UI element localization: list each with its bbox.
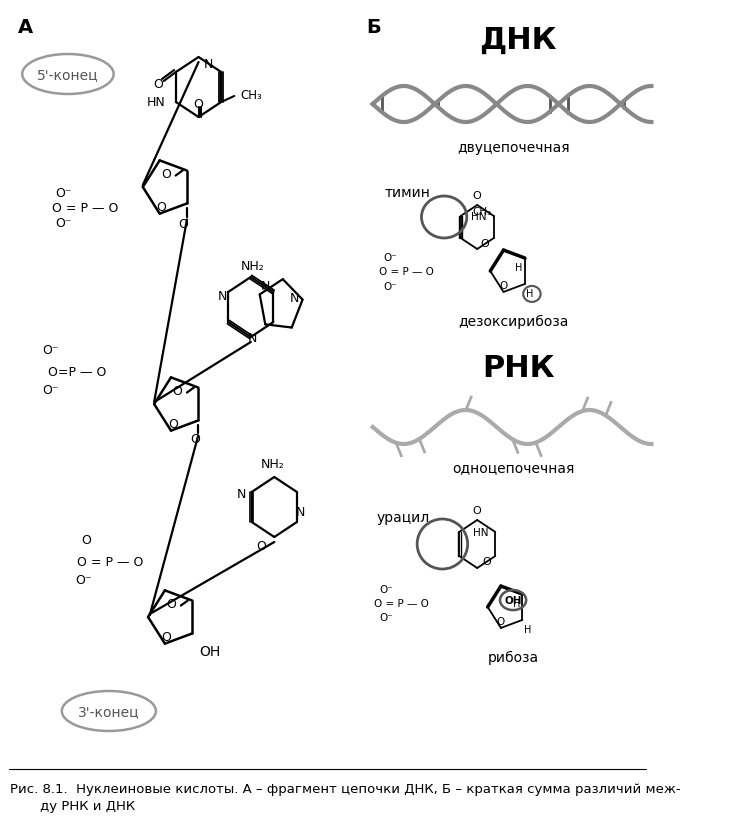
Text: 5'-конец: 5'-конец (37, 68, 99, 82)
Text: Рис. 8.1.  Нуклеиновые кислоты. А – фрагмент цепочки ДНК, Б – краткая сумма разл: Рис. 8.1. Нуклеиновые кислоты. А – фрагм… (11, 782, 681, 795)
Text: O: O (81, 533, 92, 546)
Text: O⁻: O⁻ (75, 573, 92, 585)
Text: N: N (248, 331, 257, 344)
Text: CH₃: CH₃ (473, 207, 492, 217)
Text: O: O (256, 539, 266, 551)
Text: N: N (204, 57, 213, 70)
Text: N: N (237, 487, 246, 500)
Text: N: N (218, 289, 228, 302)
Text: 3'-конец: 3'-конец (78, 704, 140, 718)
Text: урацил: урацил (376, 510, 429, 524)
Text: O: O (481, 238, 490, 248)
Text: O = P — O: O = P — O (77, 555, 143, 568)
Text: РНК: РНК (482, 353, 554, 382)
Text: O: O (167, 597, 177, 610)
Text: O: O (193, 98, 204, 110)
Text: Б: Б (365, 18, 381, 37)
Text: HN: HN (472, 212, 487, 222)
Text: O = P — O: O = P — O (379, 267, 434, 277)
Text: дезоксирибоза: дезоксирибоза (459, 315, 569, 329)
Text: O: O (173, 384, 183, 397)
Text: O: O (153, 77, 163, 90)
Text: O: O (473, 190, 481, 200)
Text: O: O (178, 218, 189, 231)
Text: ДНК: ДНК (480, 26, 557, 55)
Text: O⁻: O⁻ (384, 282, 397, 291)
Text: А: А (17, 18, 32, 37)
Text: H: H (524, 624, 531, 634)
Text: O: O (190, 432, 200, 445)
Text: O = P — O: O = P — O (52, 201, 119, 214)
Text: O⁻: O⁻ (379, 585, 393, 595)
Text: O: O (162, 630, 171, 643)
Text: CH₃: CH₃ (241, 89, 262, 101)
Text: NH₂: NH₂ (241, 259, 265, 272)
Text: тимин: тимин (385, 185, 431, 200)
Text: O⁻: O⁻ (384, 253, 397, 262)
Text: O = P — O: O = P — O (374, 599, 429, 609)
Text: N: N (261, 279, 270, 292)
Text: H: H (513, 599, 520, 609)
Text: O⁻: O⁻ (379, 612, 393, 623)
Text: рибоза: рибоза (488, 650, 539, 664)
Text: одноцепочечная: одноцепочечная (453, 460, 575, 474)
Text: O: O (162, 168, 171, 181)
Text: H: H (526, 289, 534, 299)
Text: O: O (168, 417, 177, 431)
Text: HN: HN (147, 95, 165, 108)
Text: O⁻: O⁻ (43, 383, 59, 396)
Text: N: N (296, 505, 305, 518)
Text: OH: OH (505, 595, 522, 605)
Text: OH: OH (199, 645, 220, 658)
Text: O=P — O: O=P — O (48, 365, 106, 378)
Text: O: O (499, 281, 508, 291)
Text: O: O (482, 556, 491, 566)
Text: N: N (290, 291, 299, 304)
Text: ду РНК и ДНК: ду РНК и ДНК (40, 799, 135, 812)
Text: O: O (473, 505, 481, 515)
Text: O⁻: O⁻ (43, 343, 59, 356)
Text: H: H (515, 262, 523, 272)
Text: O: O (156, 201, 166, 214)
Text: O⁻: O⁻ (55, 186, 71, 200)
Text: HN: HN (473, 527, 488, 537)
Text: NH₂: NH₂ (261, 457, 284, 470)
Text: O⁻: O⁻ (55, 216, 71, 229)
Text: двуцепочечная: двуцепочечная (457, 141, 570, 155)
Text: O: O (497, 616, 505, 626)
